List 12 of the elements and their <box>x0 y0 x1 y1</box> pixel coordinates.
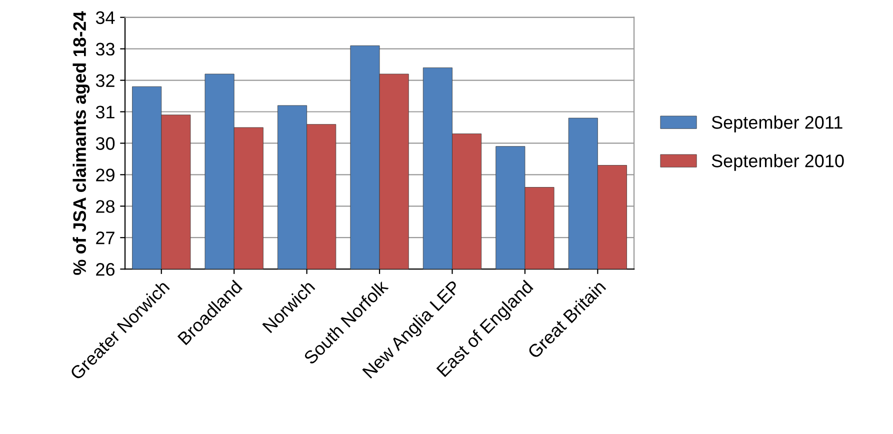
y-tick-label: 32 <box>96 74 114 88</box>
y-tick-label: 28 <box>96 200 115 213</box>
legend-label: September 2010 <box>712 154 844 171</box>
y-tick-label: 34 <box>96 11 115 24</box>
y-tick-label: 33 <box>96 42 115 56</box>
y-axis-title: % of JSA claimants aged 18-24 <box>72 11 90 275</box>
y-tick-label: 27 <box>96 232 114 244</box>
y-tick-label: 29 <box>96 168 114 182</box>
y-tick-label: 26 <box>96 263 115 276</box>
y-tick-label: 31 <box>96 106 114 118</box>
y-tick-label: 30 <box>96 137 115 150</box>
legend-label: September 2011 <box>712 116 842 132</box>
